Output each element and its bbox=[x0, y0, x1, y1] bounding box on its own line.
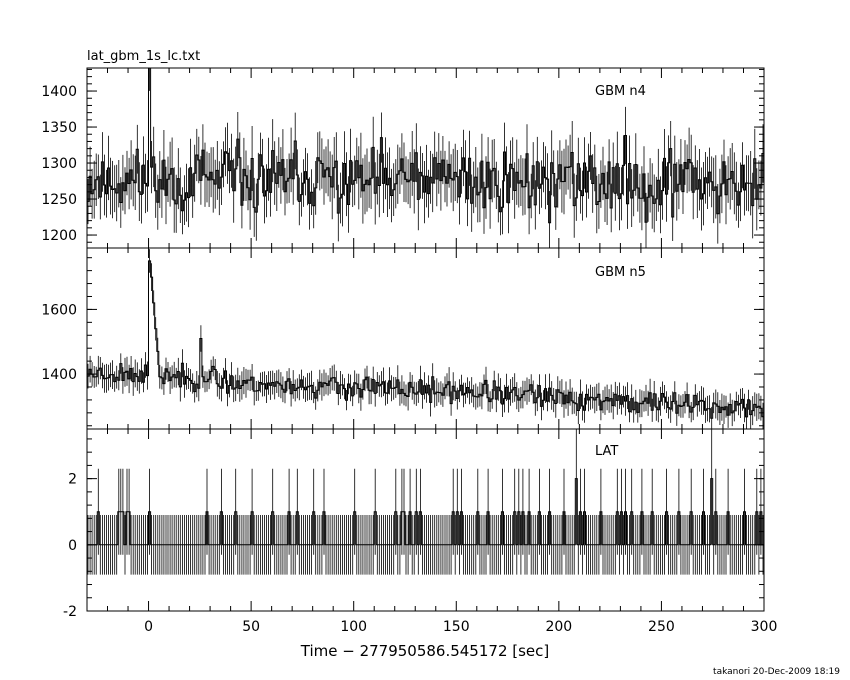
lat-label: LAT bbox=[595, 444, 618, 459]
x-tick-label: 200 bbox=[545, 619, 572, 635]
x-axis-label: Time − 277950586.545172 [sec] bbox=[300, 642, 550, 660]
lat-trace bbox=[87, 429, 764, 575]
x-tick-label: 50 bbox=[242, 619, 260, 635]
figure-title: lat_gbm_1s_lc.txt bbox=[87, 49, 200, 64]
panel-gbm-n5: 1400 1600 GBM n5 bbox=[41, 247, 765, 430]
lat-frame bbox=[86, 428, 765, 612]
gbm-n4-y-tick-label: 1200 bbox=[41, 228, 77, 244]
gbm-n4-error-bars bbox=[87, 68, 764, 248]
panel-gbm-n4: 1200 1250 1300 1350 1400 GBM n4 bbox=[41, 67, 765, 249]
lat-y-tick-label: 0 bbox=[68, 538, 77, 554]
gbm-n5-y-tick-label: 1600 bbox=[41, 302, 77, 318]
lat-y-tick-label: 2 bbox=[68, 472, 77, 488]
gbm-n5-trace bbox=[87, 249, 764, 429]
gbm-n5-series-line bbox=[87, 260, 764, 419]
lat-y-tick-label: -2 bbox=[63, 604, 77, 620]
x-tick-label: 100 bbox=[340, 619, 367, 635]
gbm-n4-y-tick-label: 1350 bbox=[41, 120, 77, 136]
gbm-n4-y-ticks: 1200 1250 1300 1350 1400 bbox=[41, 68, 765, 248]
x-axis: 0 50 100 150 200 250 300 bbox=[144, 619, 777, 635]
gbm-n5-y-tick-label: 1400 bbox=[41, 367, 77, 383]
x-tick-label: 0 bbox=[144, 619, 153, 635]
footer-credit: takanori 20-Dec-2009 18:19 bbox=[713, 667, 840, 677]
gbm-n4-label: GBM n4 bbox=[595, 84, 646, 99]
gbm-n4-series-line bbox=[87, 68, 764, 224]
x-tick-label: 250 bbox=[648, 619, 675, 635]
gbm-n4-trace bbox=[87, 68, 764, 248]
gbm-n5-label: GBM n5 bbox=[595, 265, 646, 280]
x-tick-label: 300 bbox=[751, 619, 778, 635]
lat-series-line bbox=[87, 478, 764, 546]
gbm-n4-y-tick-label: 1400 bbox=[41, 84, 77, 100]
gbm-n4-y-tick-label: 1300 bbox=[41, 156, 77, 172]
lat-y-ticks: -2 0 2 bbox=[63, 429, 765, 620]
gbm-n5-error-bars bbox=[87, 249, 764, 429]
lat-error-bars bbox=[87, 429, 764, 575]
gbm-n5-y-ticks: 1400 1600 bbox=[41, 248, 765, 429]
panel-lat: -2 0 2 LAT bbox=[63, 428, 765, 620]
gbm-n4-y-tick-label: 1250 bbox=[41, 192, 77, 208]
x-tick-label: 150 bbox=[443, 619, 470, 635]
